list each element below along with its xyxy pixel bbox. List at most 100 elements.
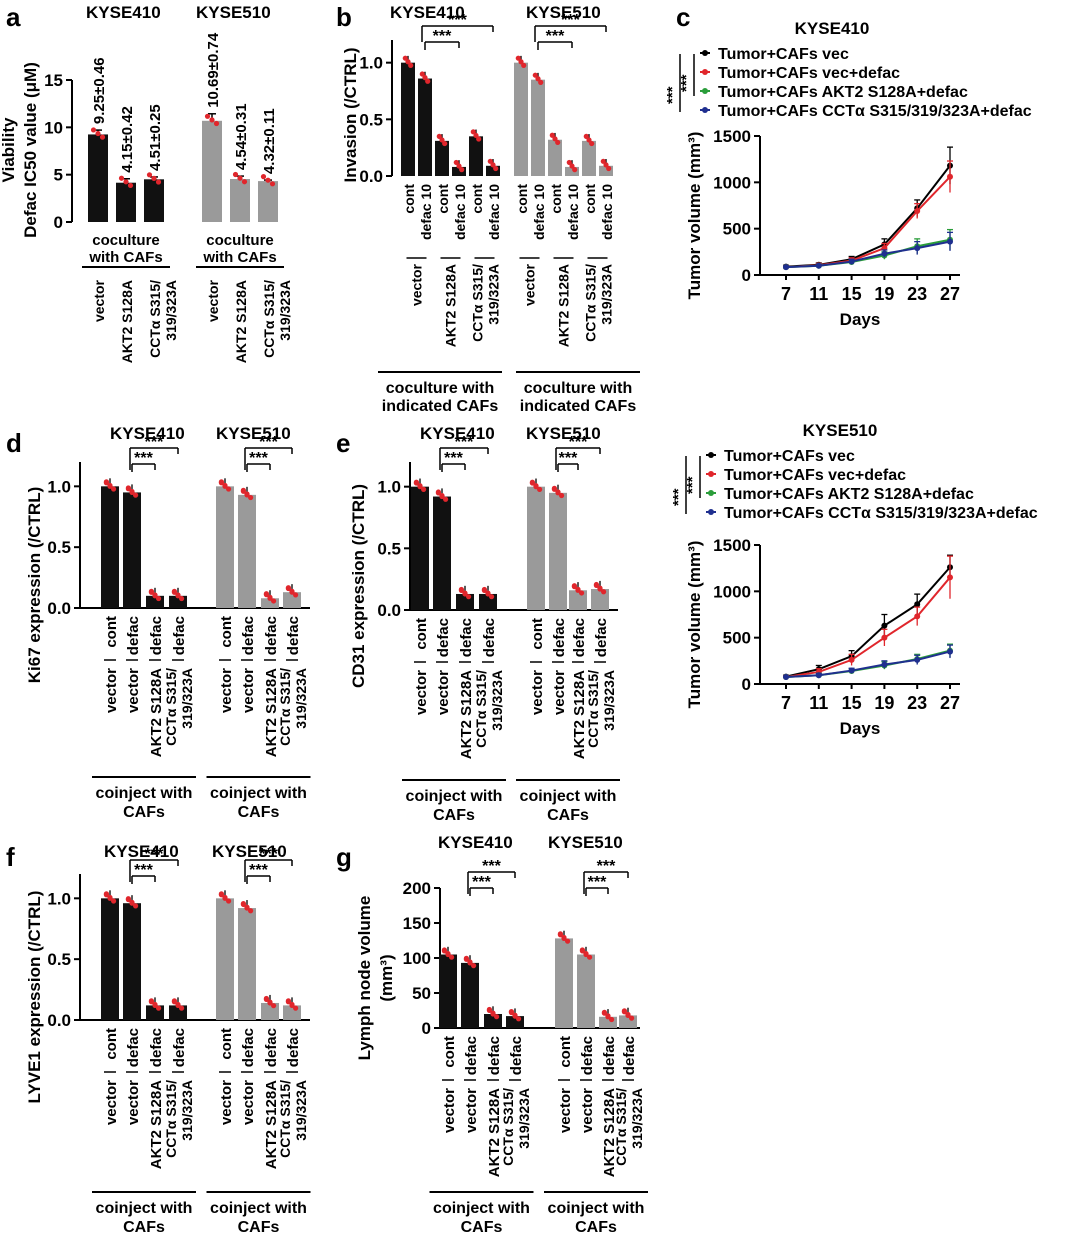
panel-a-footer: coculture — [206, 232, 274, 249]
panel-e-footer: CAFs — [433, 807, 475, 824]
panel-a-footer: with CAFs — [88, 249, 162, 266]
panel-e-point — [435, 490, 441, 496]
panel-g-category-bottom: AKT2 S128A — [486, 1088, 503, 1177]
panel-f-category-bottom: vector — [218, 1080, 235, 1125]
panel-a-data-label: 4.15±0.42 — [119, 106, 136, 173]
panel-c-y-tick-label: 1000 — [713, 173, 751, 192]
panel-g-point — [494, 1014, 500, 1020]
panel-b-point — [552, 136, 558, 142]
panel-d-bar — [101, 486, 119, 608]
panel-d-sig-b-label: *** — [259, 434, 278, 451]
panel-a-bar — [258, 181, 278, 222]
panel-d-y-tick-label: 0.0 — [47, 599, 71, 618]
panel-f-point — [244, 905, 250, 911]
panel-c-x-tick-label: 19 — [874, 284, 894, 304]
panel-c-title: KYSE410 — [795, 19, 870, 38]
panel-c-point — [947, 238, 953, 245]
panel-f-y-tick-label: 0.0 — [47, 1011, 71, 1030]
panel-e-sig-a-label: *** — [559, 450, 578, 467]
panel-e-point — [533, 484, 539, 490]
panel-c-y-tick-label: 0 — [742, 675, 751, 694]
panel-b-footer: indicated CAFs — [382, 398, 499, 415]
panel-d-point — [129, 489, 135, 496]
panel-a-point — [232, 171, 239, 178]
panel-c-x-tick-label: 11 — [809, 693, 828, 713]
panel-g-category-bottom: AKT2 S128A — [601, 1088, 618, 1177]
panel-b-point — [456, 163, 462, 169]
panel-b-bar — [599, 165, 613, 176]
panel-d-point — [222, 483, 228, 489]
panel-f-category-bottom: AKT2 S128A — [148, 1080, 165, 1169]
panel-d-category-bottom: 319/323A — [179, 668, 195, 729]
panel-c-point — [947, 173, 953, 180]
panel-d-footer: CAFs — [238, 804, 280, 821]
panel-d-y-tick-label: 1.0 — [47, 477, 71, 496]
panel-f-category-bottom: 319/323A — [293, 1080, 309, 1141]
panel-b-point — [535, 76, 541, 82]
panel-e-sig-b-label: *** — [569, 434, 588, 451]
panel-d-bar — [238, 494, 256, 608]
panel-c-point — [848, 667, 855, 674]
panel-c-y-tick-label: 500 — [723, 629, 751, 648]
panel-d-category-bottom: CCTα S315/ — [163, 668, 179, 746]
panel-a-category-label: 319/323A — [163, 280, 179, 341]
panel-e-category-top: defac — [593, 618, 610, 657]
panel-a-point — [123, 179, 129, 185]
panel-g-footer: CAFs — [461, 1219, 503, 1236]
panel-b-group-title: KYSE410 — [390, 3, 465, 22]
panel-c-x-tick-label: 27 — [940, 284, 960, 304]
panel-a-category-label: CCTα S315/ — [261, 280, 277, 358]
panel-f-category-bottom: CCTα S315/ — [163, 1080, 179, 1158]
panel-d-point — [179, 595, 185, 602]
panel-b-footer: coculture with — [386, 380, 494, 397]
panel-a-bar — [202, 120, 222, 222]
panel-e-category-top: defac — [551, 618, 568, 657]
panel-g-y-tick-label: 200 — [403, 879, 431, 898]
panel-b-point — [515, 55, 521, 61]
panel-a-y-tick-label: 5 — [54, 166, 63, 185]
panel-e-chart: CD31 expression (/CTRL) 0.0 0.5 1.0 KYSE410 c… — [349, 424, 620, 824]
panel-f-footer: CAFs — [123, 1219, 165, 1236]
panel-f-point — [152, 1002, 158, 1009]
panel-b-pair-label: 319/323A — [486, 264, 502, 325]
panel-b-bar — [486, 165, 500, 176]
panel-d-point — [218, 480, 224, 486]
panel-e-group-title: KYSE510 — [526, 424, 601, 443]
panel-g-y-tick-label: 50 — [412, 984, 431, 1003]
panel-f-footer: CAFs — [238, 1219, 280, 1236]
panel-c-point — [783, 674, 789, 681]
panel-a-point — [95, 130, 101, 137]
panel-b-pair-label: AKT2 S128A — [556, 264, 572, 347]
panel-e-bar — [591, 589, 609, 610]
panel-f-category-top: defac — [240, 1028, 257, 1067]
panel-f-footer: coinject with — [96, 1200, 193, 1217]
panel-f-category-bottom: 319/323A — [179, 1080, 195, 1141]
panel-b-pair-label: CCTα S315/ — [470, 264, 486, 342]
panel-c-title: KYSE510 — [803, 421, 878, 440]
panel-g-letter: g — [336, 842, 352, 872]
panel-a-category-label: vector — [91, 279, 107, 322]
panel-d-point — [175, 593, 181, 599]
panel-b-category-label: defac 10 — [565, 184, 581, 240]
panel-a-letter: a — [6, 2, 21, 32]
panel-g-bar — [555, 938, 573, 1028]
panel-c-x-tick-label: 27 — [940, 693, 960, 713]
panel-g-point — [449, 954, 455, 960]
panel-g-category-bottom: 319/323A — [516, 1088, 532, 1149]
panel-b-sig-a-label: *** — [433, 28, 452, 45]
panel-c-point — [881, 250, 888, 257]
panel-g-point — [587, 954, 593, 960]
panel-b-y-tick-label: 0.0 — [359, 167, 383, 186]
panel-c-kyse510-chart: KYSE510 Tumor+CAFs vec Tumor+CAFs vec+defa… — [670, 421, 1038, 738]
panel-g-group-title: KYSE410 — [438, 833, 513, 852]
panel-f-category-top: cont — [103, 1028, 120, 1060]
panel-f-bar — [101, 898, 119, 1020]
panel-e-category-top: defac — [571, 618, 588, 657]
panel-a-point — [127, 182, 134, 189]
panel-c-series-line — [785, 576, 951, 679]
panel-a-group-title: KYSE510 — [196, 3, 271, 22]
panel-e-bar — [569, 590, 587, 610]
panel-b-pair-label: AKT2 S128A — [443, 264, 459, 347]
panel-g-point — [561, 935, 567, 942]
